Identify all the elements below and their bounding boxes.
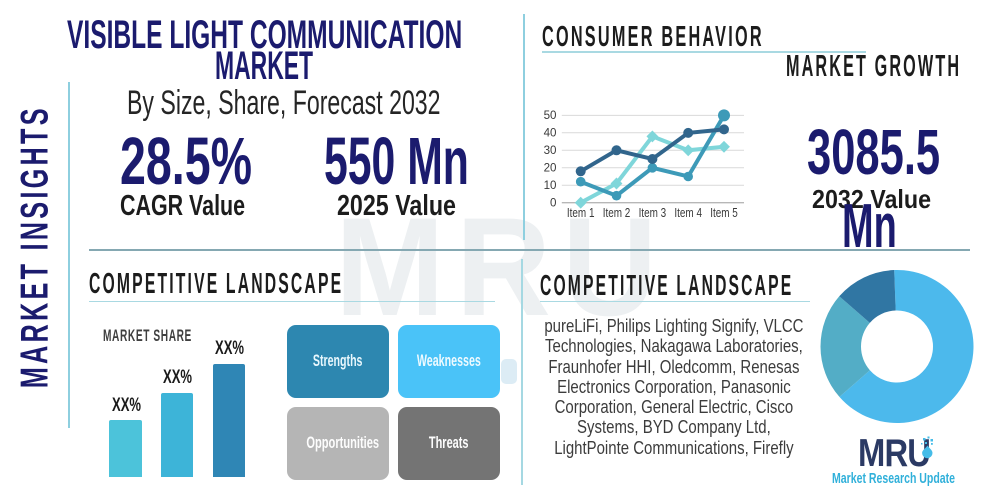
svg-text:0: 0 (550, 197, 556, 210)
svg-text:Item 3: Item 3 (639, 205, 667, 220)
svg-text:Item 1: Item 1 (567, 205, 595, 220)
svg-text:40: 40 (544, 127, 557, 140)
svg-text:20: 20 (544, 162, 557, 175)
svg-text:30: 30 (544, 144, 557, 157)
svg-text:Item 2: Item 2 (603, 205, 631, 220)
svg-text:Item 5: Item 5 (710, 205, 738, 220)
svg-text:50: 50 (544, 109, 557, 122)
svg-text:Item 4: Item 4 (674, 205, 702, 220)
svg-text:10: 10 (544, 179, 557, 192)
